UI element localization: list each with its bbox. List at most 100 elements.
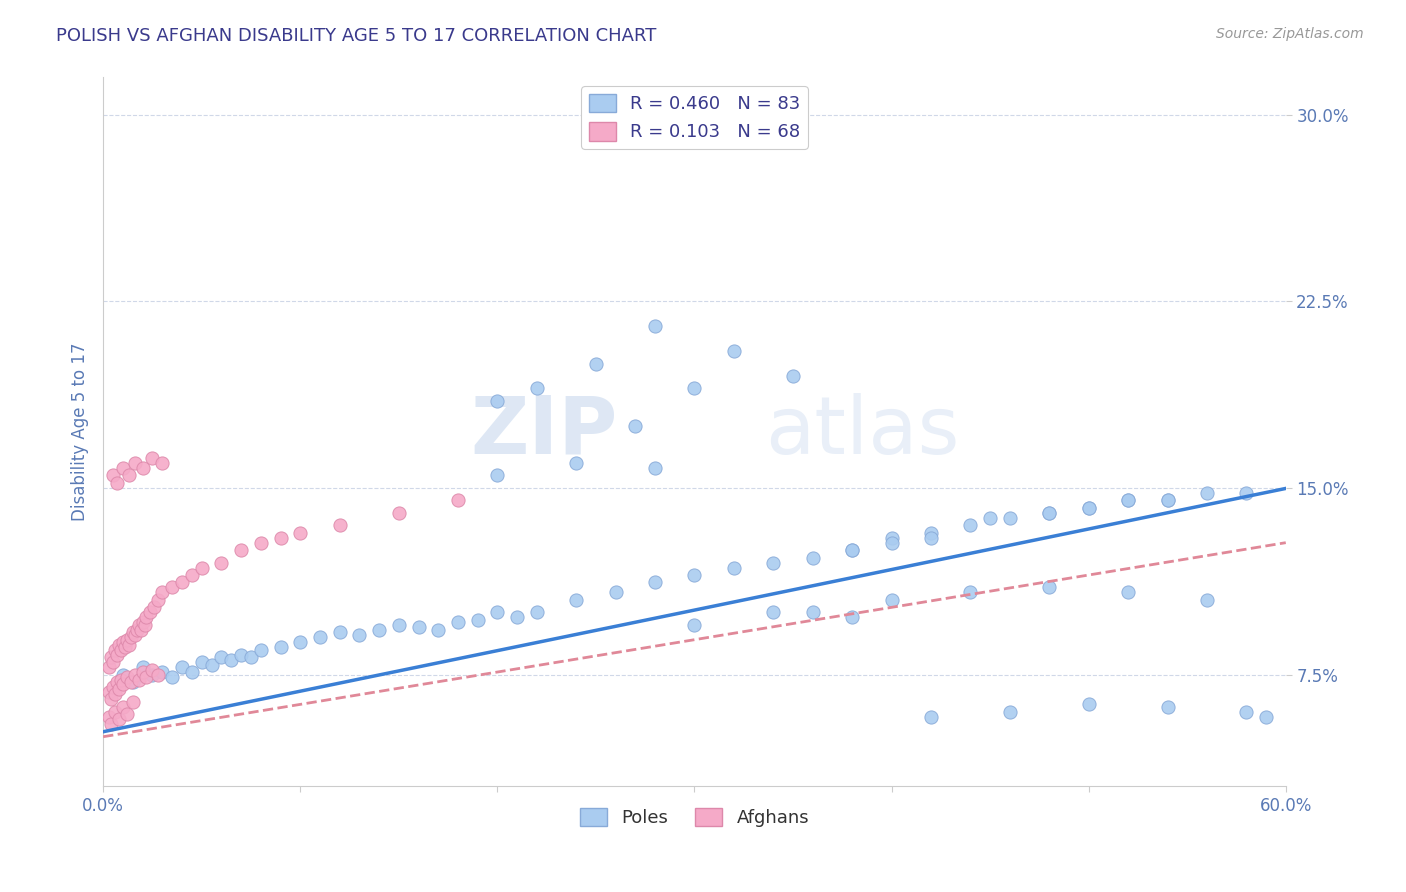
Point — [880, 535, 903, 549]
Point — [124, 628, 146, 642]
Point — [1116, 493, 1139, 508]
Point — [486, 393, 509, 408]
Point — [229, 543, 252, 558]
Point — [131, 665, 153, 679]
Point — [105, 475, 128, 490]
Point — [101, 680, 124, 694]
Point — [270, 640, 292, 655]
Point — [100, 717, 122, 731]
Point — [141, 663, 163, 677]
Point — [98, 685, 121, 699]
Point — [170, 660, 193, 674]
Point — [134, 617, 156, 632]
Point — [1254, 710, 1277, 724]
Point — [880, 531, 903, 545]
Point — [118, 468, 141, 483]
Point — [388, 617, 411, 632]
Point — [229, 648, 252, 662]
Point — [467, 613, 489, 627]
Point — [148, 667, 170, 681]
Point — [723, 560, 745, 574]
Point — [1156, 699, 1178, 714]
Point — [565, 456, 588, 470]
Point — [190, 655, 212, 669]
Point — [98, 660, 121, 674]
Point — [100, 692, 122, 706]
Point — [506, 610, 529, 624]
Point — [624, 418, 647, 433]
Point — [150, 585, 173, 599]
Point — [128, 617, 150, 632]
Point — [565, 593, 588, 607]
Point — [104, 688, 127, 702]
Point — [121, 675, 143, 690]
Point — [427, 623, 450, 637]
Point — [125, 623, 148, 637]
Point — [841, 543, 863, 558]
Point — [270, 531, 292, 545]
Point — [141, 667, 163, 681]
Text: POLISH VS AFGHAN DISABILITY AGE 5 TO 17 CORRELATION CHART: POLISH VS AFGHAN DISABILITY AGE 5 TO 17 … — [56, 27, 657, 45]
Point — [105, 675, 128, 690]
Point — [959, 585, 981, 599]
Point — [150, 665, 173, 679]
Point — [762, 605, 785, 619]
Text: Source: ZipAtlas.com: Source: ZipAtlas.com — [1216, 27, 1364, 41]
Point — [1234, 486, 1257, 500]
Point — [124, 667, 146, 681]
Point — [115, 707, 138, 722]
Point — [190, 560, 212, 574]
Point — [111, 677, 134, 691]
Point — [124, 456, 146, 470]
Point — [115, 632, 138, 647]
Point — [100, 650, 122, 665]
Point — [1195, 593, 1218, 607]
Point — [148, 593, 170, 607]
Point — [644, 319, 666, 334]
Text: ZIP: ZIP — [471, 393, 617, 471]
Point — [219, 652, 242, 666]
Point — [388, 506, 411, 520]
Point — [683, 381, 706, 395]
Point — [447, 493, 470, 508]
Point — [1077, 698, 1099, 712]
Point — [180, 665, 202, 679]
Point — [105, 648, 128, 662]
Point — [108, 712, 131, 726]
Point — [108, 638, 131, 652]
Point — [349, 628, 371, 642]
Point — [150, 456, 173, 470]
Point — [920, 531, 942, 545]
Point — [1234, 705, 1257, 719]
Point — [160, 581, 183, 595]
Point — [250, 642, 273, 657]
Point — [408, 620, 430, 634]
Point — [329, 518, 352, 533]
Point — [110, 673, 132, 687]
Point — [801, 550, 824, 565]
Point — [120, 630, 142, 644]
Point — [841, 543, 863, 558]
Point — [368, 623, 391, 637]
Point — [111, 699, 134, 714]
Point — [979, 510, 1001, 524]
Point — [101, 655, 124, 669]
Point — [998, 705, 1021, 719]
Point — [115, 670, 138, 684]
Point — [239, 650, 262, 665]
Point — [139, 605, 162, 619]
Point — [526, 605, 548, 619]
Point — [128, 673, 150, 687]
Point — [108, 682, 131, 697]
Point — [723, 344, 745, 359]
Point — [486, 468, 509, 483]
Y-axis label: Disability Age 5 to 17: Disability Age 5 to 17 — [72, 343, 89, 521]
Point — [526, 381, 548, 395]
Point — [1156, 493, 1178, 508]
Point — [801, 605, 824, 619]
Point — [309, 630, 332, 644]
Point — [131, 461, 153, 475]
Point — [209, 650, 232, 665]
Point — [290, 525, 312, 540]
Point — [135, 670, 157, 684]
